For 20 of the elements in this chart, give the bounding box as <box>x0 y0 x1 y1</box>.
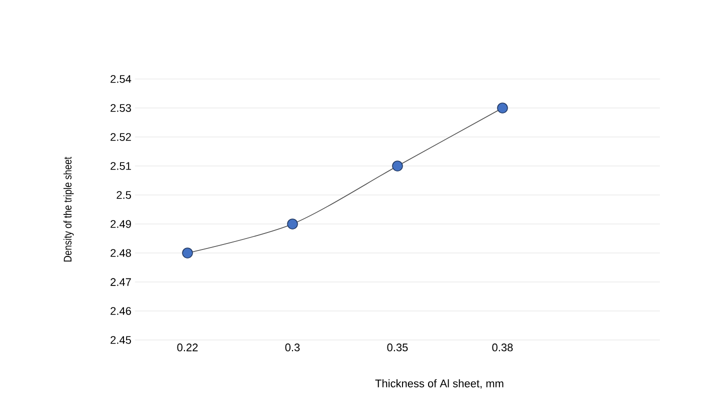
point <box>287 218 298 230</box>
y-axis-title: Density of the triple sheet <box>63 156 74 262</box>
y-tick-label: 2.46 <box>110 307 131 315</box>
x-axis-title: Thickness of Al sheet, mm <box>375 379 504 389</box>
point <box>392 160 403 172</box>
y-tick-label: 2.49 <box>110 220 131 228</box>
y-tick-label: 2.47 <box>110 278 131 286</box>
x-tick-label: 0.3 <box>285 344 300 352</box>
x-tick-label: 0.22 <box>177 344 198 352</box>
y-tick-label: 2.48 <box>110 249 131 257</box>
y-tick-label: 2.54 <box>110 75 132 83</box>
y-tick-label: 2.53 <box>110 104 131 112</box>
y-tick-label: 2.51 <box>110 162 131 170</box>
y-tick-label: 2.52 <box>110 133 131 141</box>
point <box>182 248 193 258</box>
y-tick-label: 2.45 <box>110 336 131 344</box>
y-tick-label: 2.5 <box>116 191 131 199</box>
point <box>497 102 508 114</box>
x-tick-label: 0.35 <box>387 344 408 352</box>
x-tick-label: 0.38 <box>492 344 513 352</box>
